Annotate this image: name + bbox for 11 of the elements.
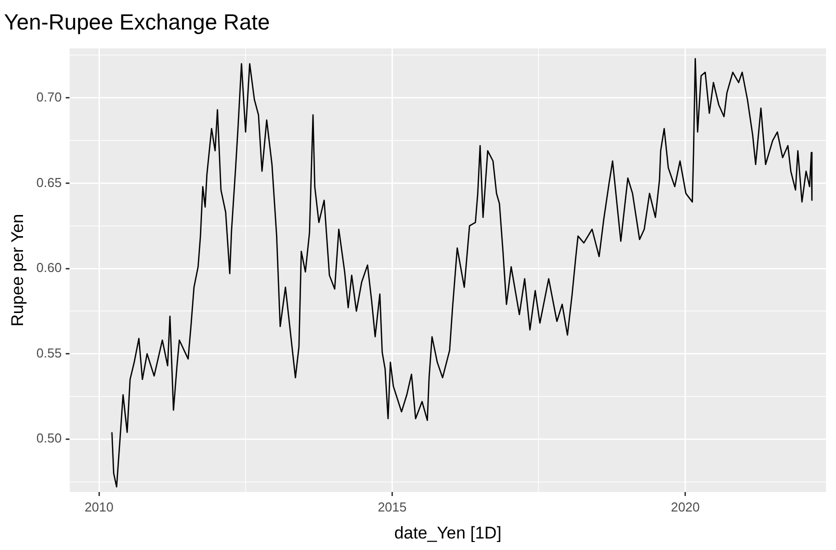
chart-title: Yen-Rupee Exchange Rate [4, 9, 270, 34]
x-tick-label: 2010 [84, 499, 114, 514]
y-tick-label: 0.65 [36, 174, 62, 190]
y-tick-label: 0.70 [36, 89, 62, 104]
y-tick-label: 0.50 [36, 430, 62, 446]
x-tick-label: 2015 [378, 499, 407, 514]
x-axis-title: date_Yen [1D] [394, 523, 502, 542]
x-tick-label: 2020 [670, 499, 700, 514]
y-tick-label: 0.55 [36, 345, 62, 360]
y-tick-label: 0.60 [36, 260, 62, 276]
y-axis-title: Rupee per Yen [8, 214, 27, 326]
